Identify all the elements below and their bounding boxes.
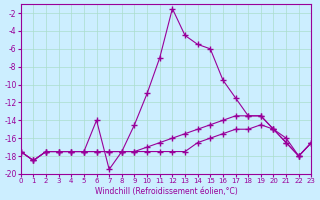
X-axis label: Windchill (Refroidissement éolien,°C): Windchill (Refroidissement éolien,°C) [95,187,237,196]
